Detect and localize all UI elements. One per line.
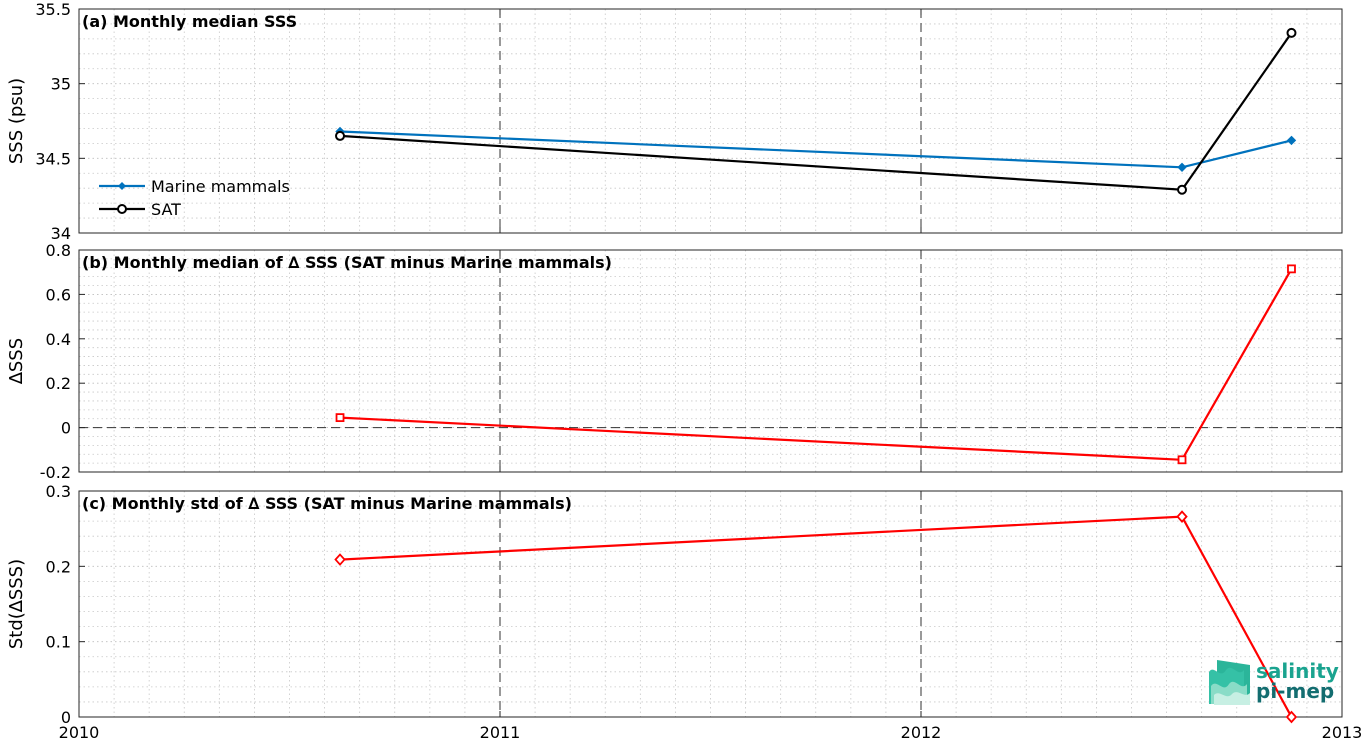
- panels: 34 34.5 35 35.5 (a) Monthly median SSS SSS (p…: [6, 0, 1362, 742]
- y-axis-label: SSS (psu): [6, 78, 27, 164]
- logo-line2: pi-mep: [1256, 679, 1334, 703]
- wave-icon: [1209, 660, 1250, 705]
- y-tick-label: 0.4: [46, 330, 71, 349]
- data-point: [335, 413, 345, 423]
- legend-label: Marine mammals: [151, 177, 290, 196]
- grid: [78, 490, 1343, 718]
- y-tick-label: -0.2: [40, 463, 71, 482]
- y-tick-label: 35.5: [35, 0, 71, 19]
- axes-box: [78, 249, 1343, 473]
- y-tick-label: 34: [51, 224, 71, 243]
- y-tick-label: 0.3: [46, 482, 71, 501]
- y-tick-label: 35: [51, 75, 71, 94]
- x-tick-label: 2013: [1322, 723, 1363, 742]
- data-point: [1286, 135, 1297, 146]
- y-tick-label: 0.6: [46, 285, 71, 304]
- data-point: [1177, 455, 1187, 465]
- panel-title: (a) Monthly median SSS: [82, 12, 297, 31]
- panel-3: 0 0.1 0.2 0.3 2010 2011 2012 2013 (c) Monthly st…: [6, 482, 1362, 742]
- y-tick-label: 0.8: [46, 241, 71, 260]
- panel-2: -0.2 0 0.2 0.4 0.6 0.8 (b) Monthly median of ∆…: [6, 241, 1343, 482]
- panel-1: 34 34.5 35 35.5 (a) Monthly median SSS SSS (p…: [6, 0, 1343, 243]
- series-line: [339, 515, 1293, 717]
- x-tick-label: 2011: [480, 723, 521, 742]
- legend-label: SAT: [151, 200, 181, 219]
- x-tick-label: 2010: [59, 723, 100, 742]
- y-axis-label: Std(∆SSS): [6, 559, 27, 649]
- legend: Marine mammals SAT: [99, 177, 290, 219]
- panel-title: (c) Monthly std of ∆ SSS (SAT minus Mari…: [82, 494, 572, 513]
- series-1: [335, 264, 1296, 465]
- x-tick-label: 2012: [901, 723, 942, 742]
- y-tick-label: 0.2: [46, 374, 71, 393]
- panel-title: (b) Monthly median of ∆ SSS (SAT minus M…: [82, 253, 612, 272]
- data-point: [1287, 264, 1296, 274]
- y-tick-label: 34.5: [35, 149, 71, 168]
- series-2: [335, 27, 1297, 195]
- grid: [78, 249, 1343, 473]
- data-point: [1177, 184, 1188, 195]
- legend-marker: [118, 182, 126, 190]
- data-point: [1285, 710, 1298, 724]
- data-point: [334, 553, 346, 566]
- salinity-pi-mep-logo: salinity pi-mep: [1209, 659, 1339, 705]
- y-tick-label: 0: [61, 708, 71, 727]
- axes-box: [78, 490, 1343, 718]
- data-point: [1286, 27, 1297, 38]
- y-tick-label: 0.1: [46, 633, 71, 652]
- data-point: [1176, 510, 1188, 523]
- series-1: [334, 510, 1298, 724]
- y-tick-label: 0: [61, 419, 71, 438]
- y-tick-label: 0.2: [46, 557, 71, 576]
- y-axis-label: ∆SSS: [6, 338, 27, 385]
- grid: [78, 8, 1343, 234]
- axes-box: [78, 8, 1343, 234]
- legend-marker: [117, 204, 127, 214]
- data-point: [1177, 162, 1187, 173]
- data-point: [335, 130, 346, 141]
- logo-line1: salinity: [1256, 659, 1339, 683]
